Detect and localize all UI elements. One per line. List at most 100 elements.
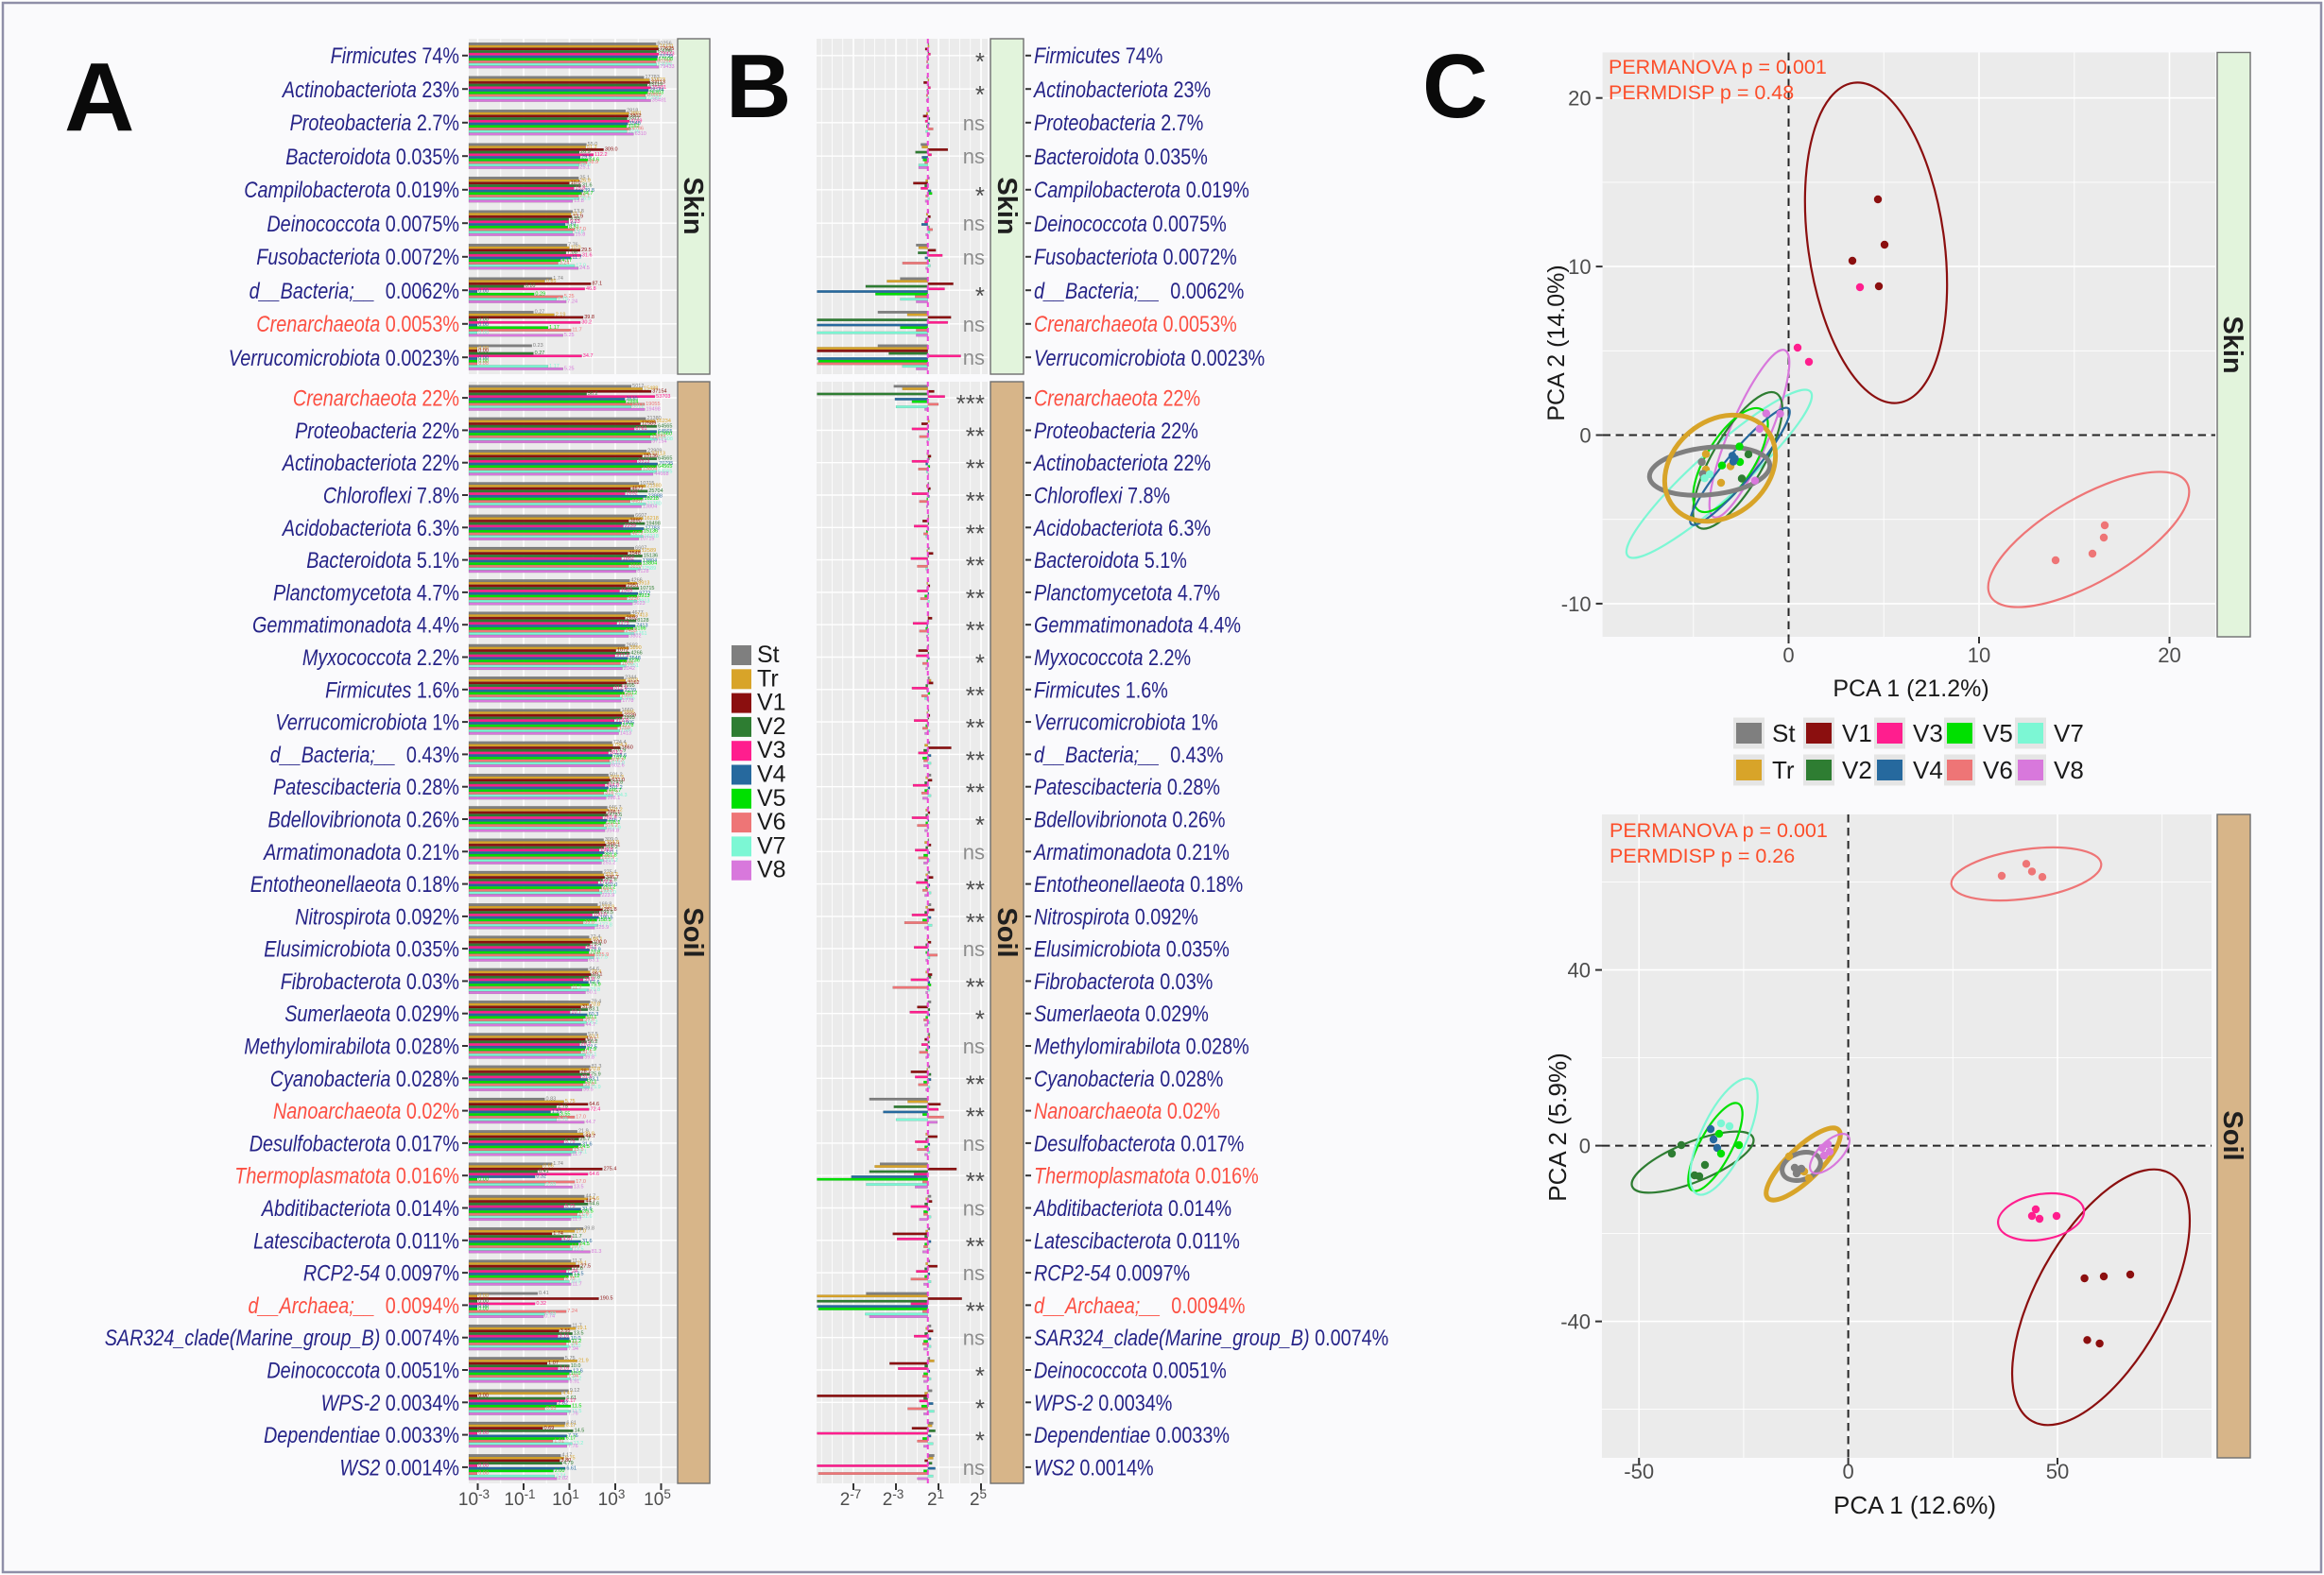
svg-text:46.8: 46.8 — [586, 286, 596, 292]
svg-text:3802: 3802 — [629, 113, 641, 119]
svg-text:44.7: 44.7 — [585, 1199, 595, 1205]
svg-text:0.00: 0.00 — [478, 356, 489, 362]
svg-text:398.1: 398.1 — [608, 810, 621, 815]
svg-text:55.0: 55.0 — [588, 142, 598, 147]
svg-text:501.2: 501.2 — [610, 750, 623, 756]
svg-text:RCP2-54: RCP2-54 — [303, 1261, 380, 1287]
svg-text:St: St — [1772, 719, 1796, 747]
svg-text:0.092%: 0.092% — [1135, 904, 1198, 930]
svg-text:562.3: 562.3 — [611, 775, 624, 780]
svg-text:Dependentiae: Dependentiae — [264, 1423, 380, 1448]
svg-text:63.1: 63.1 — [589, 1077, 599, 1083]
svg-text:Firmicutes: Firmicutes — [325, 677, 411, 703]
svg-text:2630: 2630 — [626, 397, 637, 402]
svg-text:5.75: 5.75 — [565, 1204, 576, 1209]
svg-text:PERMANOVA p = 0.001: PERMANOVA p = 0.001 — [1610, 819, 1828, 842]
svg-text:19.1: 19.1 — [577, 1149, 587, 1155]
svg-text:125.9: 125.9 — [595, 925, 609, 931]
svg-text:977.2: 977.2 — [616, 653, 629, 659]
svg-text:13.5: 13.5 — [574, 1184, 584, 1190]
svg-text:31.6: 31.6 — [582, 1050, 593, 1055]
svg-text:*: * — [975, 80, 985, 109]
svg-text:0.035%: 0.035% — [1145, 145, 1208, 170]
svg-text:707.9: 707.9 — [613, 756, 627, 762]
svg-text:6.61: 6.61 — [566, 1395, 577, 1401]
svg-text:275.4: 275.4 — [604, 1166, 617, 1172]
svg-text:15136: 15136 — [644, 528, 658, 534]
svg-text:12589: 12589 — [642, 548, 656, 554]
svg-text:Bdellovibrionota: Bdellovibrionota — [268, 808, 402, 833]
svg-text:A: A — [64, 43, 134, 151]
svg-text:70795: 70795 — [659, 54, 673, 60]
svg-text:3.55: 3.55 — [560, 1112, 571, 1118]
svg-text:V4: V4 — [1913, 756, 1943, 784]
svg-text:2042: 2042 — [624, 666, 635, 672]
svg-text:21.9: 21.9 — [578, 1211, 589, 1217]
svg-text:4.7%: 4.7% — [1178, 580, 1220, 606]
svg-text:31.6: 31.6 — [582, 1207, 593, 1212]
svg-text:4677: 4677 — [631, 531, 643, 537]
svg-text:Actinobacteriota: Actinobacteriota — [1032, 451, 1168, 476]
svg-text:Abditibacteriota: Abditibacteriota — [1032, 1196, 1162, 1222]
svg-text:11.7: 11.7 — [572, 328, 581, 334]
svg-text:7.24: 7.24 — [567, 1309, 577, 1314]
svg-text:**: ** — [966, 1103, 985, 1131]
svg-text:5.25: 5.25 — [564, 333, 575, 338]
svg-text:354.8: 354.8 — [606, 782, 619, 788]
svg-text:0.019%: 0.019% — [1186, 178, 1249, 203]
svg-text:Chloroflexi: Chloroflexi — [323, 484, 412, 509]
svg-text:1660: 1660 — [622, 708, 633, 713]
svg-text:64.6: 64.6 — [589, 967, 599, 972]
svg-text:44.7: 44.7 — [585, 1134, 595, 1139]
svg-text:39.8: 39.8 — [584, 1054, 594, 1060]
svg-text:64565: 64565 — [658, 469, 672, 474]
svg-text:0.43%: 0.43% — [406, 743, 459, 768]
svg-text:10715: 10715 — [640, 586, 654, 591]
svg-text:6.3%: 6.3% — [417, 516, 459, 541]
svg-text:ns: ns — [963, 840, 985, 864]
svg-text:2512: 2512 — [626, 691, 637, 696]
svg-text:Skin: Skin — [991, 177, 1022, 234]
svg-text:1072: 1072 — [617, 648, 628, 654]
svg-text:SAR324_clade(Marine_group_B): SAR324_clade(Marine_group_B) — [105, 1326, 381, 1351]
svg-text:*: * — [975, 1427, 985, 1455]
svg-text:ns: ns — [963, 1456, 985, 1480]
svg-text:31.6: 31.6 — [582, 1214, 593, 1220]
svg-text:8128: 8128 — [637, 618, 648, 624]
svg-text:1.17: 1.17 — [549, 325, 559, 331]
svg-text:13.8: 13.8 — [574, 209, 584, 214]
svg-text:8913: 8913 — [638, 458, 649, 464]
svg-text:2692: 2692 — [627, 615, 638, 621]
svg-text:74%: 74% — [1126, 43, 1163, 69]
svg-text:4.17: 4.17 — [561, 1453, 572, 1459]
svg-text:63.1: 63.1 — [589, 1035, 599, 1040]
svg-text:0.41: 0.41 — [539, 1291, 549, 1296]
svg-text:Actinobacteriota: Actinobacteriota — [1032, 77, 1168, 103]
svg-text:63096: 63096 — [658, 61, 672, 67]
svg-text:31.6: 31.6 — [582, 252, 593, 258]
svg-text:11.7: 11.7 — [572, 1152, 581, 1157]
svg-text:26.9: 26.9 — [580, 163, 591, 168]
svg-text:2344: 2344 — [625, 676, 636, 681]
svg-text:794.3: 794.3 — [614, 793, 628, 798]
svg-text:12.6: 12.6 — [573, 1266, 583, 1272]
svg-text:1.51: 1.51 — [552, 1109, 562, 1115]
svg-text:281.8: 281.8 — [604, 907, 617, 913]
svg-text:*: * — [975, 47, 985, 76]
svg-text:316.2: 316.2 — [605, 872, 618, 878]
svg-text:35481: 35481 — [652, 98, 666, 104]
svg-text:0.092%: 0.092% — [396, 904, 459, 930]
svg-text:20893: 20893 — [646, 93, 661, 98]
svg-text:39.8: 39.8 — [584, 188, 594, 194]
svg-text:Patescibacteria: Patescibacteria — [1034, 775, 1162, 800]
svg-text:*: * — [975, 1361, 985, 1390]
svg-text:11.7: 11.7 — [572, 1234, 581, 1240]
svg-text:53703: 53703 — [656, 394, 670, 400]
svg-text:70.8: 70.8 — [590, 950, 600, 955]
svg-text:0.18%: 0.18% — [1190, 872, 1243, 898]
svg-text:21.9: 21.9 — [578, 1358, 589, 1363]
svg-text:6607: 6607 — [635, 545, 646, 551]
svg-text:11.7: 11.7 — [572, 1258, 581, 1264]
svg-text:1%: 1% — [432, 710, 459, 736]
svg-text:0.28%: 0.28% — [1167, 775, 1220, 800]
